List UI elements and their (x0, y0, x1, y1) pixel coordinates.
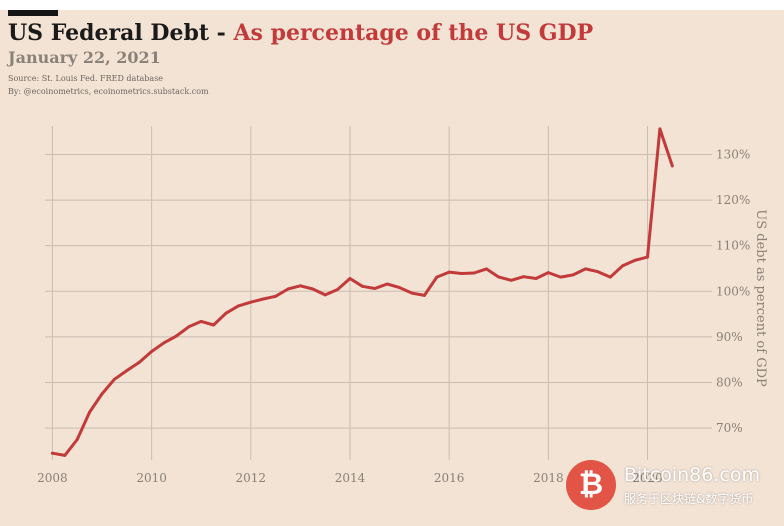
axis-ticks: 70% 80% 90% 100% 110% 120% 130% 2008 2010 2012 201… (37, 147, 750, 485)
data-point (100, 392, 104, 396)
data-point (398, 286, 401, 289)
x-tick-label: 2016 (434, 471, 465, 485)
watermark-brand: Bitcoin86.com (624, 464, 760, 486)
data-point (658, 127, 662, 131)
data-point (261, 297, 265, 301)
x-tick-label: 2018 (533, 471, 564, 485)
y-tick-label: 100% (716, 284, 750, 298)
y-tick-label: 70% (716, 421, 743, 435)
data-point (410, 291, 414, 295)
data-point (447, 270, 451, 274)
data-point (385, 282, 389, 286)
data-point (633, 258, 637, 262)
data-point (348, 277, 352, 280)
y-tick-label: 90% (716, 330, 743, 344)
data-point (137, 361, 141, 364)
y-tick-label: 120% (716, 193, 750, 207)
watermark: ₿ Bitcoin86.com 服务于区块链&数字货币 (566, 460, 778, 512)
y-tick-label: 110% (716, 239, 750, 253)
y-tick-label: 80% (716, 375, 743, 389)
data-point (125, 369, 129, 372)
chart-date: January 22, 2021 (8, 48, 161, 67)
watermark-tagline: 服务于区块链&数字货币 (624, 492, 754, 506)
x-tick-label: 2020 (632, 471, 663, 485)
data-point (596, 270, 600, 274)
data-point (323, 293, 327, 297)
data-point (608, 275, 612, 279)
grid-lines (45, 126, 712, 460)
data-point (237, 304, 240, 308)
data-point (113, 377, 116, 381)
debt-series-line (50, 127, 674, 457)
data-point (497, 275, 501, 279)
data-point (88, 410, 91, 414)
source-note: Source: St. Louis Fed. FRED database (8, 74, 164, 83)
byline-note: By: @ecoinometrics, ecoinometrics.substa… (8, 87, 209, 96)
data-point (534, 277, 538, 280)
data-point (584, 267, 587, 271)
data-point (435, 275, 439, 279)
chart-title: US Federal Debt - As percentage of the U… (8, 20, 593, 46)
data-point (485, 267, 488, 271)
data-point (373, 287, 377, 290)
data-point (274, 294, 277, 298)
data-point (162, 341, 166, 345)
data-point (224, 311, 228, 315)
x-tick-label: 2010 (136, 471, 167, 485)
data-point (472, 271, 476, 275)
data-point (646, 255, 649, 259)
data-point (621, 264, 625, 268)
title-accent: As percentage of the US GDP (233, 20, 594, 46)
x-tick-label: 2014 (335, 471, 366, 485)
data-point (571, 273, 575, 277)
data-point (670, 164, 674, 168)
title-accent-bar (8, 10, 58, 16)
x-tick-label: 2008 (37, 471, 68, 485)
data-point (423, 294, 426, 297)
data-point (546, 271, 550, 274)
data-point (361, 284, 364, 288)
data-point (460, 272, 463, 275)
data-point (51, 451, 54, 455)
x-tick-label: 2012 (236, 471, 267, 485)
data-point (249, 300, 253, 304)
title-main: US Federal Debt - (8, 20, 234, 46)
data-point (63, 454, 67, 457)
data-point (175, 334, 178, 338)
y-axis-label: US debt as percent of GDP (753, 209, 768, 387)
data-point (336, 288, 339, 291)
data-point (522, 275, 525, 279)
data-point (299, 284, 302, 288)
data-point (509, 278, 513, 282)
top-strip (0, 0, 784, 10)
data-point (559, 275, 563, 279)
data-points (51, 127, 674, 457)
bitcoin-icon: ₿ (566, 460, 616, 510)
data-point (311, 287, 315, 291)
y-tick-label: 130% (716, 147, 750, 161)
data-point (212, 323, 216, 327)
data-point (286, 287, 290, 291)
data-point (150, 350, 154, 353)
data-point (199, 320, 203, 323)
data-point (75, 438, 79, 441)
data-point (187, 325, 191, 329)
